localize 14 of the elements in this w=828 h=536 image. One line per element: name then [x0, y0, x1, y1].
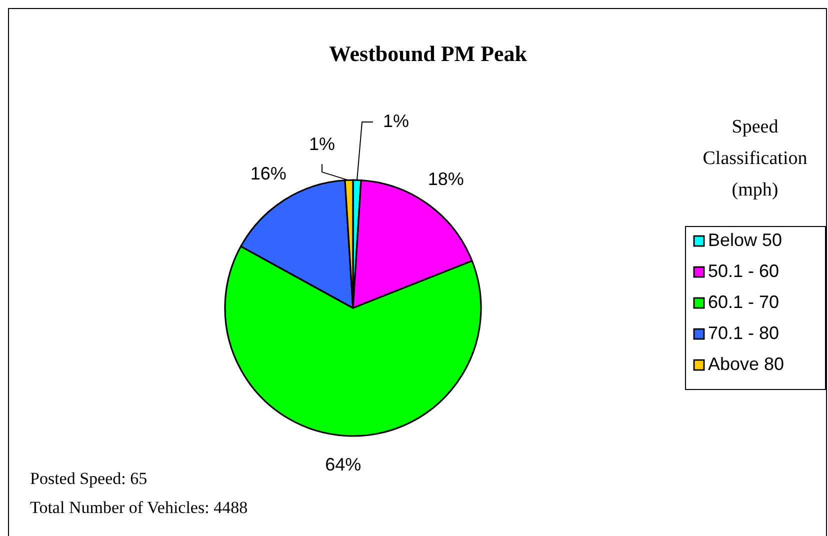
legend-label: 50.1 - 60	[708, 260, 780, 281]
data-label: 16%	[250, 163, 286, 184]
legend-label: Above 80	[708, 354, 784, 374]
legend-title: Speed Classification (mph)	[702, 116, 808, 200]
data-label: 1%	[308, 134, 336, 154]
legend-label: 70.1 - 80	[708, 322, 780, 343]
data-label: 18%	[428, 168, 464, 189]
data-label: 64%	[325, 454, 362, 474]
legend-label: 60.1 - 70	[708, 292, 780, 312]
text: Total Number of Vehicles: 4488	[30, 498, 248, 517]
text: Posted Speed: 65	[30, 468, 148, 488]
chart-title: Westbound PM Peak	[328, 41, 528, 66]
legend-label: Below 50	[708, 230, 782, 250]
data-label: 1%	[383, 110, 410, 131]
